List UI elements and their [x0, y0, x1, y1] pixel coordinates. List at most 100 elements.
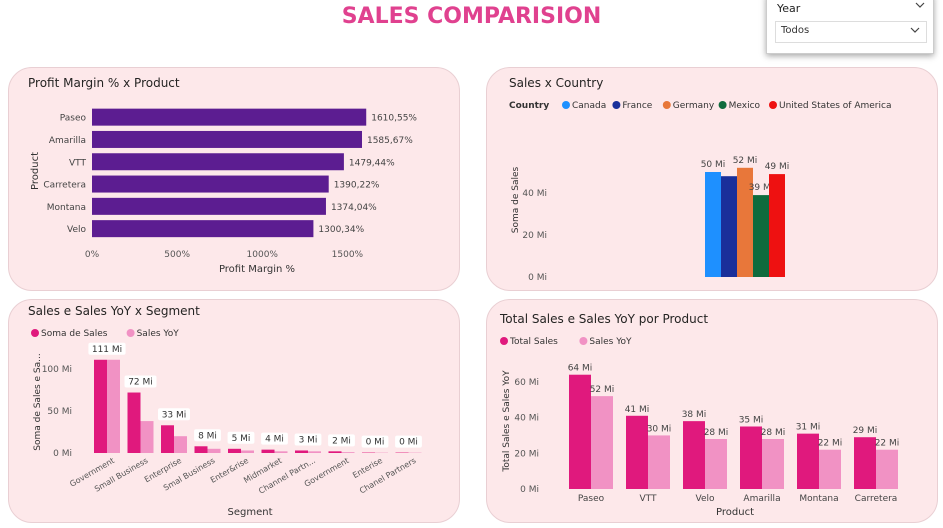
y-tick-label: Montana — [47, 203, 86, 213]
data-label-bg — [227, 431, 255, 444]
y-tick-label: 100 Mi — [42, 365, 72, 375]
legend-item: Germany — [673, 101, 715, 111]
legend-item: France — [622, 101, 652, 111]
legend-marker — [662, 101, 671, 109]
bar-sales — [228, 448, 241, 453]
bar-sales-yoy — [241, 450, 254, 453]
bar-sales-yoy — [591, 396, 613, 489]
y-tick-label: 20 Mi — [514, 449, 539, 459]
bar-sales — [94, 359, 107, 453]
bar-total-sales — [740, 426, 762, 489]
data-label-bg — [328, 434, 355, 447]
data-label: 72 Mi — [128, 378, 153, 388]
bar-paseo — [92, 108, 367, 126]
bar-carretera — [92, 175, 329, 193]
data-label: 29 Mi — [853, 426, 878, 436]
bar-sales-yoy — [648, 435, 670, 489]
y-tick-label: 0 Mi — [528, 273, 547, 283]
y-tick-label: 50 Mi — [47, 407, 72, 417]
segment-card: Sales e Sales YoY x Segment Soma de Sale… — [8, 299, 460, 523]
bar-sales-yoy — [341, 452, 355, 453]
data-label: 1300,34% — [318, 225, 364, 235]
y-axis-title: Product — [30, 152, 41, 190]
data-label: 8 Mi — [198, 431, 217, 441]
bar-sales-yoy — [308, 451, 321, 453]
data-label: 5 Mi — [232, 434, 251, 444]
data-label-bg — [158, 408, 190, 421]
x-tick-label: Paseo — [578, 494, 605, 504]
data-label: 38 Mi — [682, 410, 707, 420]
x-axis-title: Profit Margin % — [219, 264, 295, 275]
data-label: 52 Mi — [590, 385, 615, 395]
y-tick-label: Carretera — [43, 181, 86, 191]
data-label: 64 Mi — [568, 364, 593, 374]
bar-sales-yoy — [107, 359, 120, 453]
slicer-dropdown[interactable]: Todos — [775, 21, 927, 43]
x-axis-title: Segment — [228, 507, 273, 518]
x-tick-label: Velo — [695, 494, 714, 504]
legend-item: Sales YoY — [589, 337, 632, 347]
product-card: Total Sales e Sales YoY por Product Tota… — [486, 299, 938, 523]
legend-item: Sales YoY — [137, 329, 180, 339]
data-label-bg — [361, 435, 389, 448]
x-tick-label: VTT — [640, 494, 657, 504]
sales-country-chart: Country Canada France Germany Mexico United S… — [509, 101, 891, 283]
data-label: 3 Mi — [299, 435, 318, 445]
data-label: 111 Mi — [92, 345, 122, 355]
legend-marker — [500, 337, 508, 345]
y-axis-title: Soma de Sales e Sa... — [33, 353, 43, 451]
bar-amarilla — [92, 130, 362, 148]
bar-sales — [127, 392, 141, 453]
sales-country-card: Sales x Country Country Canada France Germa… — [486, 67, 938, 291]
bar-velo — [92, 220, 314, 238]
legend-item: Soma de Sales — [41, 329, 108, 339]
legend-item: Canada — [572, 101, 606, 111]
bar-france — [721, 176, 737, 277]
page-title: SALES COMPARISION — [341, 4, 602, 29]
data-label-bg — [294, 433, 322, 446]
x-tick-label: 0% — [85, 250, 100, 260]
chevron-down-icon[interactable] — [910, 26, 920, 37]
slicer-value: Todos — [781, 25, 810, 36]
bar-sales — [161, 425, 174, 453]
data-label: 31 Mi — [796, 423, 821, 433]
data-label: 1374,04% — [331, 203, 377, 213]
legend-item: United States of America — [779, 101, 891, 111]
bar-montana — [92, 197, 326, 215]
y-tick-label: 40 Mi — [522, 189, 547, 199]
legend-marker — [31, 329, 39, 337]
product-sales-chart: Total Sales Sales YoY 0 Mi 20 Mi 40 Mi 60 MiT… — [500, 337, 900, 518]
y-tick-label: 0 Mi — [520, 485, 539, 495]
x-tick-label: 500% — [164, 250, 190, 260]
data-label-bg — [124, 375, 157, 388]
year-slicer[interactable]: Year Todos — [766, 0, 934, 54]
data-label-bg — [261, 432, 288, 445]
bar-united-states-of-america — [769, 174, 785, 277]
x-tick-label: 1000% — [247, 250, 279, 260]
bar-sales-yoy — [705, 439, 727, 489]
x-tick-label: Chanel Partners — [358, 456, 418, 496]
bar-germany — [737, 167, 753, 277]
legend-marker — [126, 329, 135, 337]
data-label: 1390,22% — [334, 181, 380, 191]
y-tick-label: 20 Mi — [522, 231, 547, 241]
data-label: 28 Mi — [761, 428, 786, 438]
data-label: 28 Mi — [704, 428, 729, 438]
y-tick-label: Velo — [67, 225, 86, 235]
data-label: 22 Mi — [875, 439, 900, 449]
data-label: 1585,67% — [367, 136, 413, 146]
data-label: 2 Mi — [332, 436, 351, 446]
slicer-header: Year — [777, 2, 801, 15]
bar-sales-yoy — [876, 449, 898, 489]
bar-vtt — [92, 153, 344, 171]
chevron-down-icon[interactable] — [915, 1, 925, 12]
data-label: 30 Mi — [647, 424, 672, 434]
data-label-bg — [395, 435, 422, 448]
data-label-bg — [88, 342, 126, 355]
legend-item: Total Sales — [509, 337, 558, 347]
legend-marker — [579, 337, 588, 345]
bar-sales-yoy — [819, 449, 841, 489]
bar-sales — [194, 446, 208, 453]
data-label: 41 Mi — [625, 405, 650, 415]
y-tick-label: 60 Mi — [514, 378, 539, 388]
